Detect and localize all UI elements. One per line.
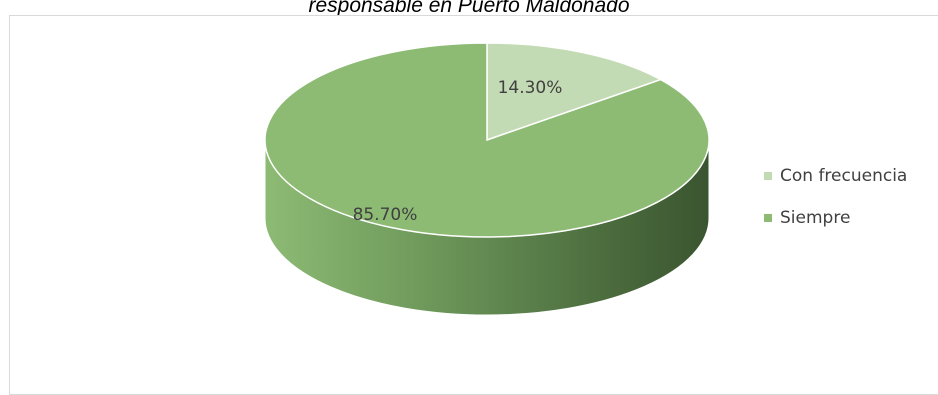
pie-slice-siempre	[264, 42, 710, 238]
legend-swatch-siempre	[764, 214, 772, 222]
chart-caption: responsable en Puerto Maldonado	[308, 0, 630, 17]
legend-label-con-frecuencia: Con frecuencia	[780, 166, 908, 186]
data-label-siempre: 85.70%	[353, 205, 418, 225]
legend-label-siempre: Siempre	[780, 208, 851, 228]
legend-item-con-frecuencia: Con frecuencia	[764, 165, 907, 187]
chart-legend: Con frecuencia Siempre	[764, 165, 907, 249]
data-label-con-frecuencia: 14.30%	[498, 78, 563, 98]
pie-chart: 14.30% 85.70%	[264, 42, 710, 316]
legend-item-siempre: Siempre	[764, 207, 907, 229]
legend-swatch-con-frecuencia	[764, 172, 772, 180]
pie-slice-con-frecuencia	[486, 42, 663, 142]
